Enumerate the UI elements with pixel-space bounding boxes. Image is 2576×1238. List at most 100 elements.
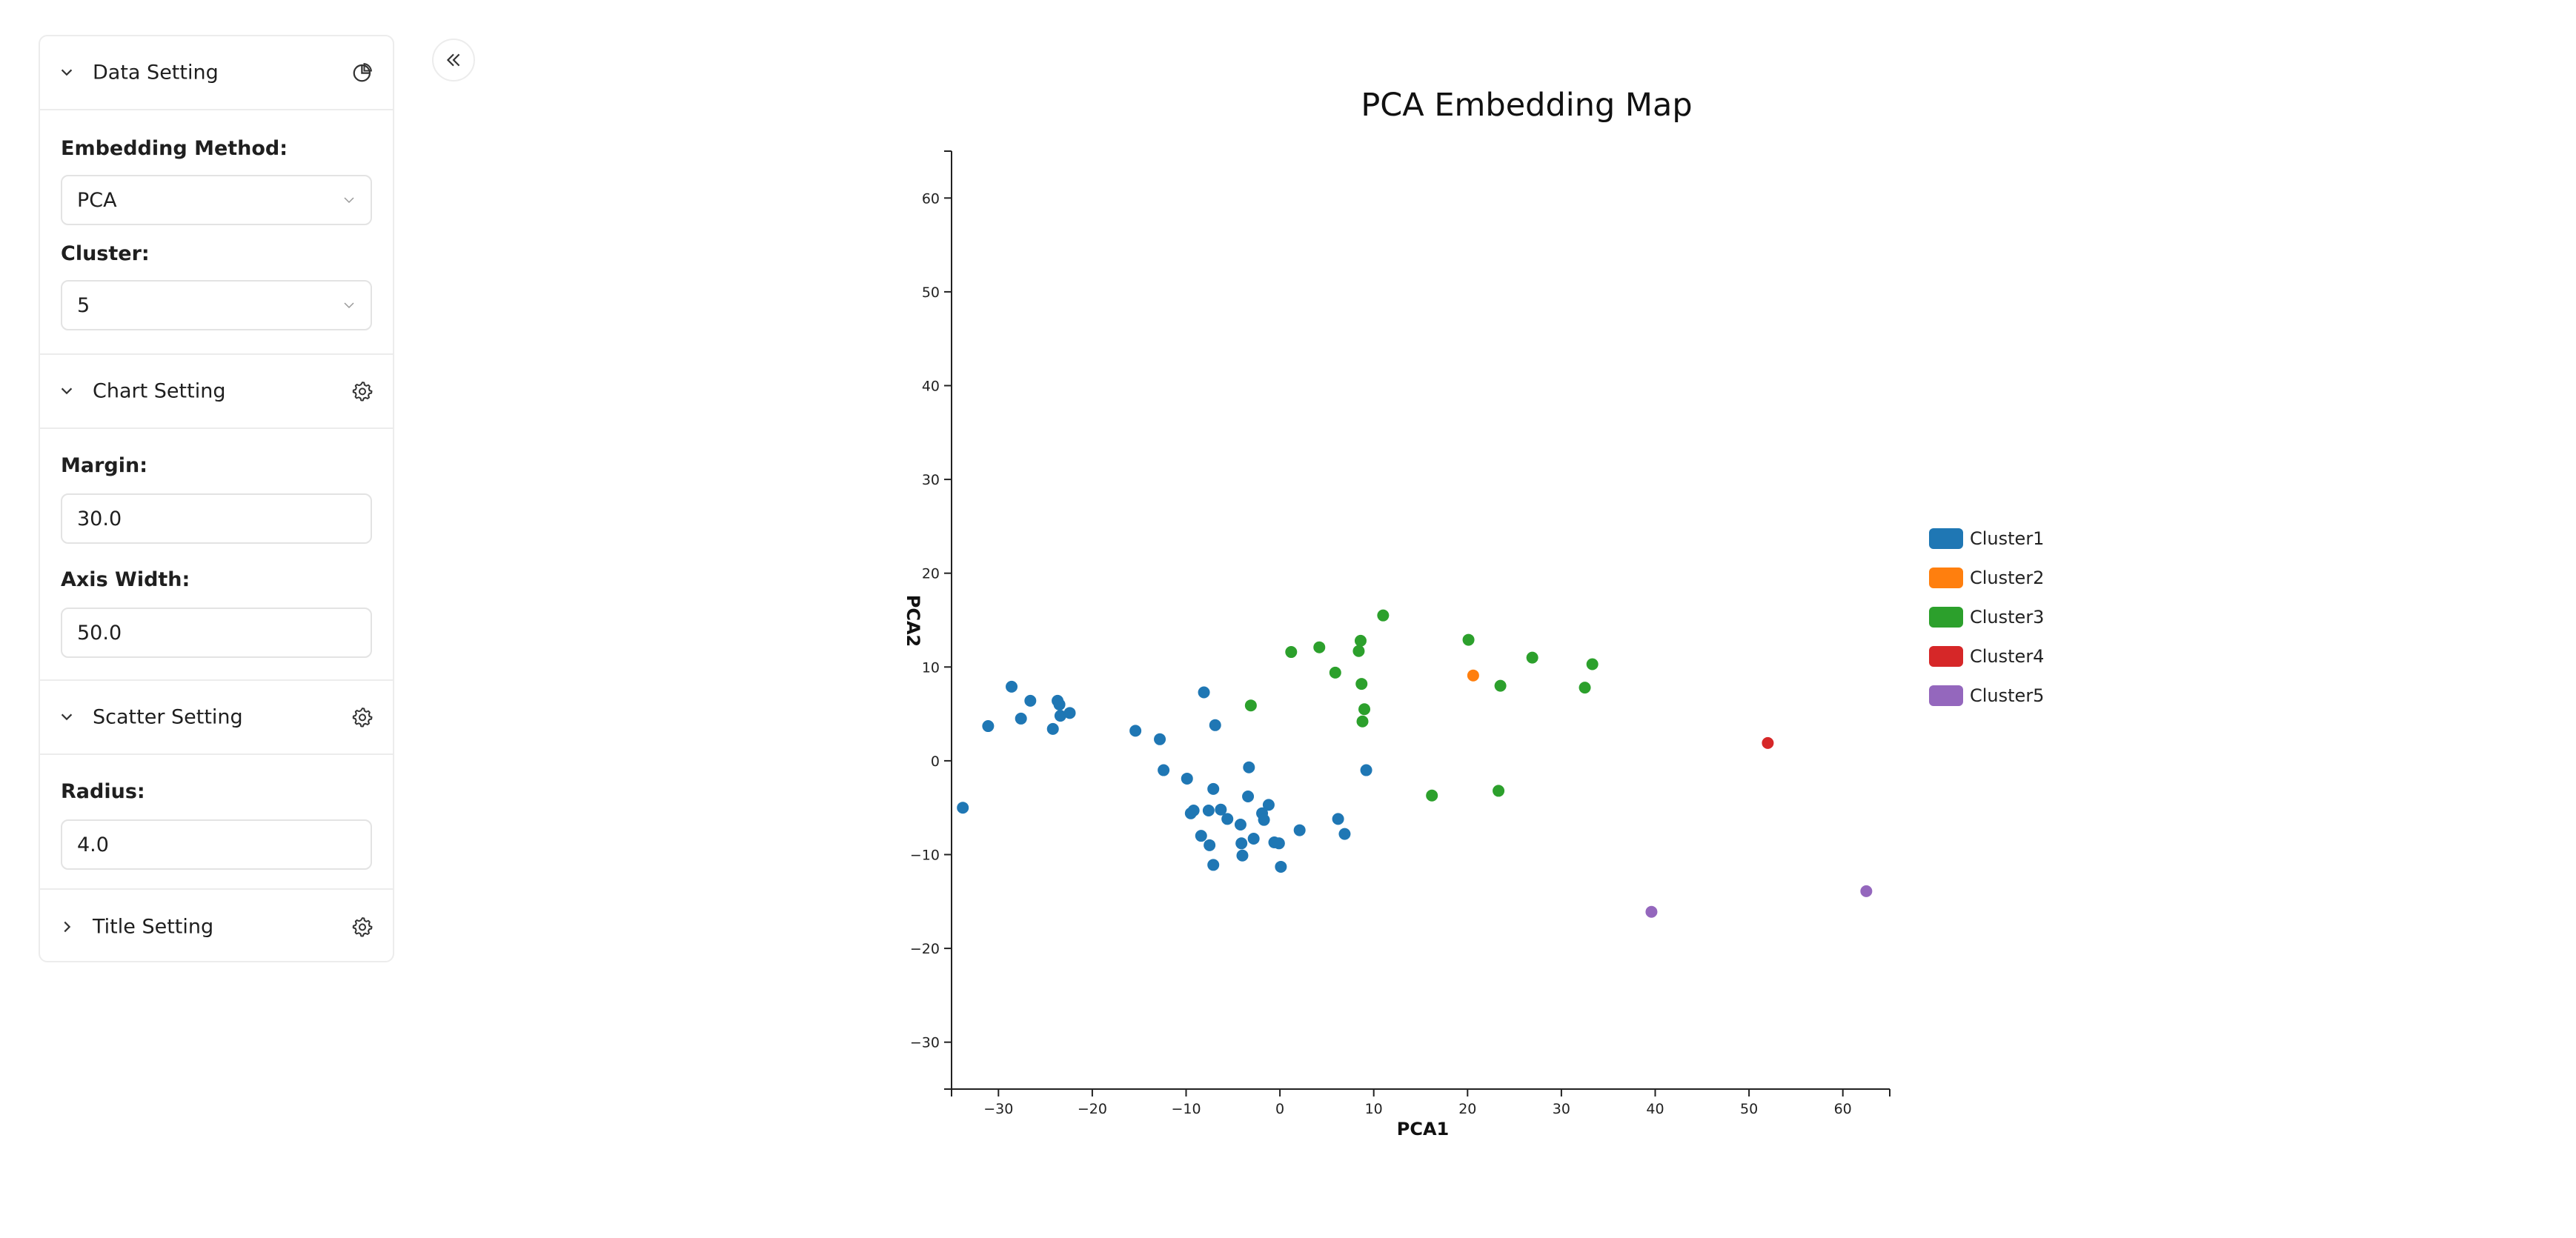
legend-swatch-cluster1 xyxy=(1929,528,1963,549)
data-point-cluster1 xyxy=(957,802,969,814)
data-point-cluster1 xyxy=(1187,804,1200,816)
data-point-cluster5 xyxy=(1645,905,1658,918)
scatter-setting-header[interactable]: Scatter Setting xyxy=(40,681,393,755)
chart-setting-title: Chart Setting xyxy=(93,379,226,403)
data-point-cluster1 xyxy=(1046,722,1059,735)
collapse-sidebar-button[interactable] xyxy=(432,39,475,81)
data-point-cluster1 xyxy=(1338,828,1351,840)
data-setting-header[interactable]: Data Setting xyxy=(40,36,393,110)
title-setting-header[interactable]: Title Setting xyxy=(40,890,393,961)
data-setting-title: Data Setting xyxy=(93,61,219,84)
gear-icon[interactable] xyxy=(351,916,374,938)
chevron-right-icon xyxy=(64,921,71,933)
data-point-cluster1 xyxy=(1204,839,1216,851)
chart-setting-header[interactable]: Chart Setting xyxy=(40,355,393,429)
data-point-cluster3 xyxy=(1526,651,1538,664)
data-point-cluster4 xyxy=(1762,736,1774,749)
data-point-cluster3 xyxy=(1493,785,1505,797)
double-chevron-left-icon xyxy=(446,53,460,67)
gear-icon[interactable] xyxy=(351,380,374,402)
radius-value: 4.0 xyxy=(77,833,109,856)
scatter-setting-body: Radius: 4.0 xyxy=(40,755,393,890)
axis-width-value: 50.0 xyxy=(77,621,122,645)
data-point-cluster3 xyxy=(1377,609,1390,622)
legend-swatch-cluster2 xyxy=(1929,568,1963,588)
data-point-cluster1 xyxy=(1272,837,1285,850)
chevron-down-icon xyxy=(344,302,354,309)
data-point-cluster1 xyxy=(1181,772,1193,785)
data-point-cluster3 xyxy=(1352,645,1365,657)
legend-label-cluster3: Cluster3 xyxy=(1970,607,2044,628)
y-tick-label: 10 xyxy=(922,659,940,676)
data-point-cluster3 xyxy=(1579,682,1591,694)
data-point-cluster1 xyxy=(1243,761,1255,773)
cluster-select[interactable]: 5 xyxy=(61,280,372,330)
data-point-cluster1 xyxy=(1236,849,1249,862)
gear-icon[interactable] xyxy=(351,706,374,728)
legend-label-cluster2: Cluster2 xyxy=(1970,568,2044,588)
data-point-cluster3 xyxy=(1426,789,1438,802)
x-tick-label: 30 xyxy=(1553,1101,1570,1117)
chevron-down-icon xyxy=(61,387,73,395)
data-point-cluster1 xyxy=(1275,860,1287,873)
legend-label-cluster5: Cluster5 xyxy=(1970,685,2044,706)
data-point-cluster1 xyxy=(1332,813,1344,825)
chevron-down-icon xyxy=(61,69,73,76)
cluster-label: Cluster: xyxy=(61,242,150,265)
embedding-method-select[interactable]: PCA xyxy=(61,175,372,225)
x-tick-label: 0 xyxy=(1275,1101,1284,1117)
data-point-cluster1 xyxy=(1242,791,1255,803)
data-point-cluster1 xyxy=(1054,710,1066,722)
axis-width-input[interactable]: 50.0 xyxy=(61,608,372,658)
x-tick-label: 20 xyxy=(1458,1101,1476,1117)
radius-input[interactable]: 4.0 xyxy=(61,819,372,870)
data-point-cluster3 xyxy=(1313,641,1326,653)
axes: −30 −20 −10 0 10 20 30 40 50 60 −30 −20 −10 0 10 20 30 40… xyxy=(910,150,1890,1117)
data-point-cluster2 xyxy=(1467,669,1479,682)
data-point-cluster3 xyxy=(1355,678,1368,690)
radius-label: Radius: xyxy=(61,780,145,803)
y-tick-label: 50 xyxy=(922,284,940,301)
embedding-method-value: PCA xyxy=(77,188,117,212)
x-tick-label: −10 xyxy=(1171,1101,1201,1117)
margin-input[interactable]: 30.0 xyxy=(61,493,372,544)
y-tick-label: 40 xyxy=(922,379,940,395)
data-point-cluster3 xyxy=(1356,715,1369,728)
x-tick-label: 10 xyxy=(1365,1101,1383,1117)
margin-label: Margin: xyxy=(61,454,148,477)
data-point-cluster1 xyxy=(1262,799,1275,811)
pie-chart-icon[interactable] xyxy=(351,61,374,84)
data-point-cluster1 xyxy=(1063,707,1076,719)
data-point-cluster1 xyxy=(1154,733,1166,745)
embedding-method-label: Embedding Method: xyxy=(61,137,288,160)
data-point-cluster3 xyxy=(1358,703,1371,716)
title-setting-title: Title Setting xyxy=(93,915,214,939)
scatter-setting-title: Scatter Setting xyxy=(93,705,243,729)
chevron-down-icon xyxy=(344,197,354,204)
data-point-cluster3 xyxy=(1285,646,1298,659)
chevron-down-icon xyxy=(61,713,73,721)
data-point-cluster3 xyxy=(1462,633,1475,646)
data-point-cluster1 xyxy=(1202,804,1215,816)
y-axis-title: PCA2 xyxy=(903,595,923,647)
data-point-cluster1 xyxy=(1024,694,1037,707)
data-setting-body: Embedding Method: PCA Cluster: 5 xyxy=(40,110,393,355)
data-point-cluster1 xyxy=(1195,830,1207,842)
data-point-cluster1 xyxy=(1258,813,1270,826)
cluster-value: 5 xyxy=(77,293,90,317)
data-point-cluster1 xyxy=(1209,719,1221,731)
legend-label-cluster4: Cluster4 xyxy=(1970,646,2044,667)
x-tick-label: −20 xyxy=(1078,1101,1107,1117)
data-point-cluster3 xyxy=(1329,666,1341,679)
data-point-cluster1 xyxy=(1207,782,1220,795)
data-point-cluster1 xyxy=(1247,832,1260,845)
data-point-cluster1 xyxy=(1235,837,1248,850)
legend-label-cluster1: Cluster1 xyxy=(1970,528,2044,549)
data-point-cluster1 xyxy=(1207,859,1220,871)
legend-swatch-cluster5 xyxy=(1929,685,1963,706)
legend-swatch-cluster3 xyxy=(1929,607,1963,628)
data-point-cluster1 xyxy=(1158,764,1170,776)
y-tick-label: 60 xyxy=(922,190,940,207)
data-point-cluster5 xyxy=(1860,885,1873,897)
